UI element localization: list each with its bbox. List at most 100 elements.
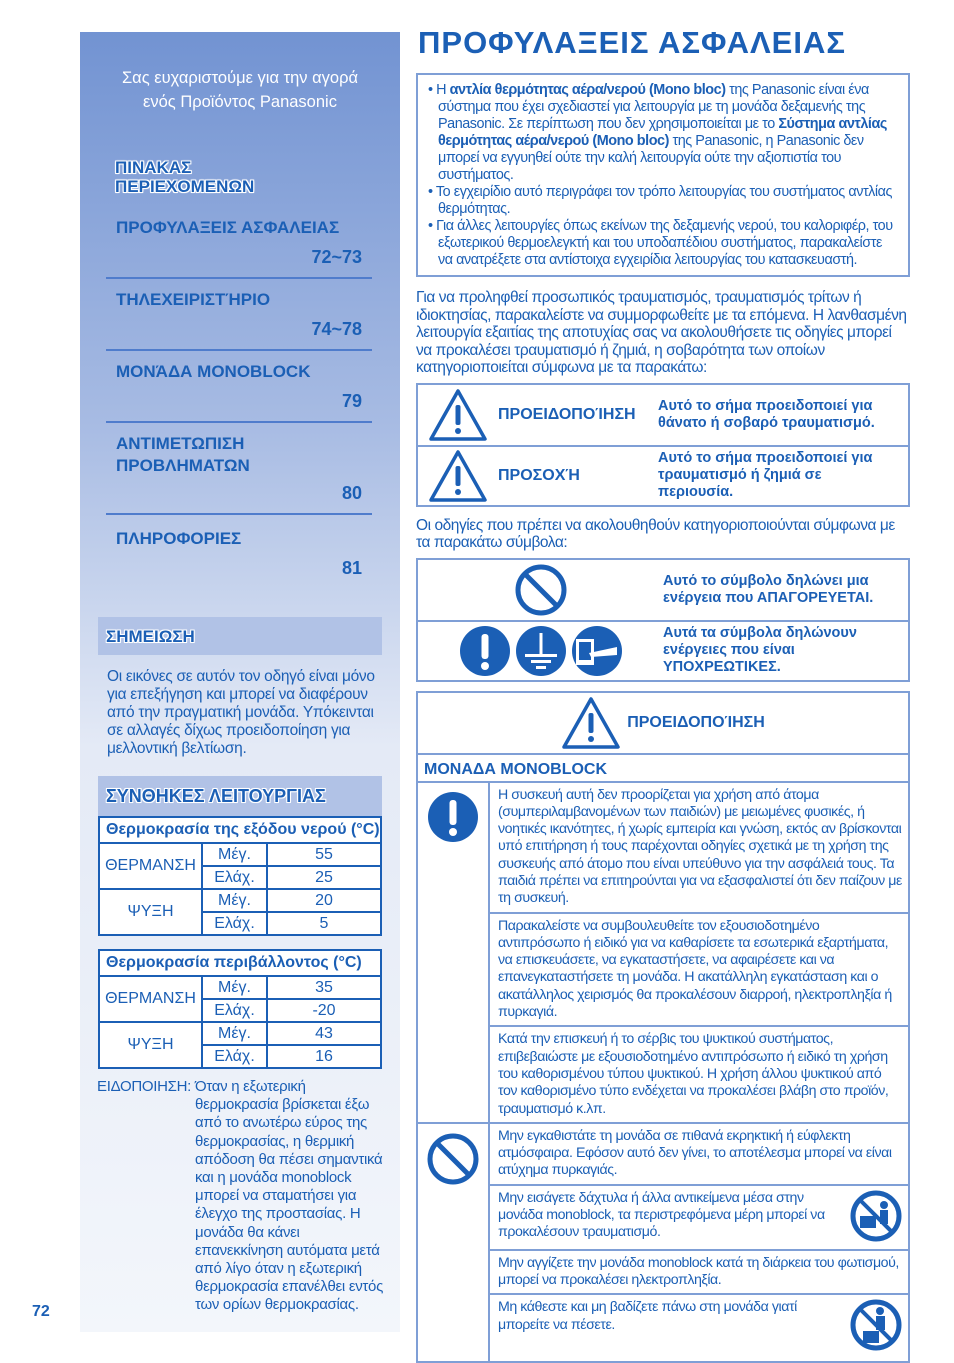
- toc-pages: 81: [106, 558, 372, 579]
- earth-ground-icon: [515, 625, 567, 677]
- warning-table-header: ΠΡΟΕΙΔΟΠΟΊΗΣΗ: [418, 693, 908, 755]
- min-value: -20: [267, 999, 381, 1022]
- page-title: ΠΡΟΦΥΛΑΞΕΙΣ ΑΣΦΑΛΕΙΑΣ: [418, 24, 910, 62]
- toc-item-information[interactable]: ΠΛΗΡΟΦΟΡΙΕΣ 81: [106, 528, 372, 579]
- warning-item: Μη κάθεστε και μη βαδίζετε πάνω στη μονά…: [490, 1295, 908, 1361]
- warning-item: Παρακαλείστε να συμβουλευθείτε τον εξουσ…: [490, 914, 908, 1028]
- toc-title: ΑΝΤΙΜΕΤΩΠΙΣΗ ΠΡΟΒΛΗΜΑΤΩΝ: [106, 433, 286, 477]
- divider: [106, 277, 372, 279]
- max-label: Μέγ.: [202, 1022, 267, 1045]
- toc-title: ΠΡΟΦΥΛΑΞΕΙΣ ΑΣΦΑΛΕΙΑΣ: [106, 217, 372, 239]
- water-outlet-table: Θερμοκρασία της εξόδου νερού (°C) ΘΕΡΜΑΝ…: [98, 816, 382, 936]
- symbol-desc: Αυτό το σύμβολο δηλώνει μια ενέργεια που…: [663, 570, 903, 610]
- intro-box: • Η αντλία θερμότητας αέρα/νερού (Mono b…: [416, 73, 910, 277]
- signal-row-caution: ΠΡΟΣΟΧΉ Αυτό το σήμα προειδοποιεί για τρ…: [418, 445, 908, 505]
- toc-title: ΠΛΗΡΟΦΟΡΙΕΣ: [106, 528, 372, 550]
- signal-label: ΠΡΟΕΙΔΟΠΟΊΗΣΗ: [498, 406, 658, 424]
- toc-item-safety[interactable]: ΠΡΟΦΥΛΑΞΕΙΣ ΑΣΦΑΛΕΙΑΣ 72~73: [106, 217, 372, 279]
- divider: [106, 421, 372, 423]
- toc-item-monoblock[interactable]: ΜΟΝΆΔΑ MONOBLOCK 79: [106, 361, 372, 423]
- divider: [106, 513, 372, 515]
- min-label: Ελάχ.: [202, 866, 267, 889]
- note-heading: ΣΗΜΕΙΩΣΗ: [98, 617, 382, 655]
- max-label: Μέγ.: [202, 889, 267, 912]
- toc-heading-line: ΠΙΝΑΚΑΣ: [115, 158, 254, 177]
- prohibited-icon: [426, 1132, 480, 1186]
- min-label: Ελάχ.: [202, 999, 267, 1022]
- intro-bullet: • Για άλλες λειτουργίες όπως εκείνων της…: [428, 218, 900, 269]
- max-value: 35: [267, 976, 381, 999]
- thanks-message: Σας ευχαριστούμε για την αγορά ενός Προϊ…: [80, 66, 400, 114]
- mode-cell: ΘΕΡΜΑΝΣΗ: [99, 976, 202, 1022]
- no-standing-icon: [850, 1299, 902, 1351]
- symbol-row-prohibited: Αυτό το σύμβολο δηλώνει μια ενέργεια που…: [418, 560, 908, 620]
- symbol-row-mandatory: Αυτά τα σύμβολα δηλώνουν ενέργειες που ε…: [418, 620, 908, 680]
- symbols-table: Αυτό το σύμβολο δηλώνει μια ενέργεια που…: [416, 558, 910, 682]
- min-value: 5: [267, 912, 381, 935]
- signal-words-table: ΠΡΟΕΙΔΟΠΟΊΗΣΗ Αυτό το σήμα προειδοποιεί …: [416, 383, 910, 507]
- thanks-line: Σας ευχαριστούμε για την αγορά: [80, 66, 400, 90]
- prohibited-icon: [514, 563, 568, 617]
- warning-item: Κατά την επισκευή ή το σέρβις του ψυκτικ…: [490, 1027, 908, 1121]
- warning-label: ΕΙΔΟΠΟΙΗΣΗ:: [97, 1078, 195, 1315]
- toc-pages: 79: [106, 391, 372, 412]
- mode-cell: ΘΕΡΜΑΝΣΗ: [99, 843, 202, 889]
- symbol-desc: Αυτά τα σύμβολα δηλώνουν ενέργειες που ε…: [663, 622, 903, 679]
- operating-warning: ΕΙΔΟΠΟΙΗΣΗ: Όταν η εξωτερική θερμοκρασία…: [97, 1078, 387, 1315]
- warning-heading: ΠΡΟΕΙΔΟΠΟΊΗΣΗ: [627, 714, 765, 732]
- toc-title: ΜΟΝΆΔΑ MONOBLOCK: [106, 361, 372, 383]
- caution-triangle-icon: [428, 448, 498, 504]
- signal-row-warning: ΠΡΟΕΙΔΟΠΟΊΗΣΗ Αυτό το σήμα προειδοποιεί …: [418, 385, 908, 445]
- intro-bullet: • Το εγχειρίδιο αυτό περιγράφει τον τρόπ…: [428, 184, 900, 218]
- min-value: 16: [267, 1045, 381, 1068]
- mode-cell: ΨΥΞΗ: [99, 889, 202, 935]
- max-label: Μέγ.: [202, 976, 267, 999]
- note-text: Οι εικόνες σε αυτόν τον οδηγό είναι μόνο…: [107, 668, 377, 758]
- max-value: 43: [267, 1022, 381, 1045]
- no-fingers-icon: [850, 1190, 902, 1242]
- divider: [106, 349, 372, 351]
- signal-desc: Αυτό το σήμα προειδοποιεί για τραυματισμ…: [658, 447, 898, 504]
- warning-item: Μην εγκαθιστάτε τη μονάδα σε πιθανά εκρη…: [490, 1124, 908, 1186]
- mandatory-group: Η συσκευή αυτή δεν προορίζεται για χρήση…: [418, 783, 908, 1124]
- warning-triangle-icon: [428, 387, 498, 443]
- warning-text: Όταν η εξωτερική θερμοκρασία βρίσκεται έ…: [195, 1078, 387, 1315]
- signal-label: ΠΡΟΣΟΧΉ: [498, 467, 658, 485]
- max-label: Μέγ.: [202, 843, 267, 866]
- toc-item-remote[interactable]: ΤΗΛΕΧΕΙΡΙΣΤΉΡΙΟ 74~78: [106, 289, 372, 351]
- toc-item-troubleshooting[interactable]: ΑΝΤΙΜΕΤΩΠΙΣΗ ΠΡΟΒΛΗΜΑΤΩΝ 80: [106, 433, 372, 515]
- mode-cell: ΨΥΞΗ: [99, 1022, 202, 1068]
- intro-bullet: • Η αντλία θερμότητας αέρα/νερού (Mono b…: [428, 82, 900, 184]
- symbols-paragraph: Οι οδηγίες που πρέπει να ακολουθηθούν κα…: [416, 517, 910, 552]
- prohibited-group: Μην εγκαθιστάτε τη μονάδα σε πιθανά εκρη…: [418, 1124, 908, 1361]
- min-label: Ελάχ.: [202, 1045, 267, 1068]
- toc-heading: ΠΙΝΑΚΑΣ ΠΕΡΙΕΧΟΜΕΝΩΝ: [115, 158, 254, 196]
- conditions-heading: ΣΥΝΘΗΚΕΣ ΛΕΙΤΟΥΡΓΙΑΣ: [98, 776, 382, 816]
- max-value: 20: [267, 889, 381, 912]
- toc-pages: 80: [106, 483, 372, 504]
- unplug-icon: [571, 625, 623, 677]
- warning-item: Μην αγγίζετε την μονάδα monoblock κατά τ…: [490, 1251, 908, 1296]
- signal-desc: Αυτό το σήμα προειδοποιεί για θάνατο ή σ…: [658, 395, 898, 435]
- page-number: 72: [32, 1303, 50, 1321]
- main-column: ΠΡΟΦΥΛΑΞΕΙΣ ΑΣΦΑΛΕΙΑΣ • Η αντλία θερμότη…: [416, 24, 910, 1363]
- table-title: Θερμοκρασία περιβάλλοντος (°C): [99, 950, 381, 976]
- intro-paragraph: Για να προληφθεί προσωπικός τραυματισμός…: [416, 289, 910, 377]
- max-value: 55: [267, 843, 381, 866]
- toc-heading-line: ΠΕΡΙΕΧΟΜΕΝΩΝ: [115, 177, 254, 196]
- sidebar: Σας ευχαριστούμε για την αγορά ενός Προϊ…: [80, 32, 400, 1332]
- mandatory-exclamation-icon: [459, 625, 511, 677]
- section-heading: ΜΟΝΑΔΑ MONOBLOCK: [418, 755, 908, 783]
- toc-pages: 74~78: [106, 319, 372, 340]
- mandatory-exclamation-icon: [427, 791, 479, 843]
- min-value: 25: [267, 866, 381, 889]
- thanks-line: ενός Προϊόντος Panasonic: [80, 90, 400, 114]
- warning-table: ΠΡΟΕΙΔΟΠΟΊΗΣΗ ΜΟΝΑΔΑ MONOBLOCK Η συσκευή…: [416, 691, 910, 1363]
- min-label: Ελάχ.: [202, 912, 267, 935]
- toc-pages: 72~73: [106, 247, 372, 268]
- table-title: Θερμοκρασία της εξόδου νερού (°C): [99, 817, 381, 843]
- warning-triangle-icon: [561, 696, 621, 750]
- warning-item: Μην εισάγετε δάχτυλα ή άλλα αντικείμενα …: [490, 1186, 908, 1251]
- warning-item: Η συσκευή αυτή δεν προορίζεται για χρήση…: [490, 783, 908, 914]
